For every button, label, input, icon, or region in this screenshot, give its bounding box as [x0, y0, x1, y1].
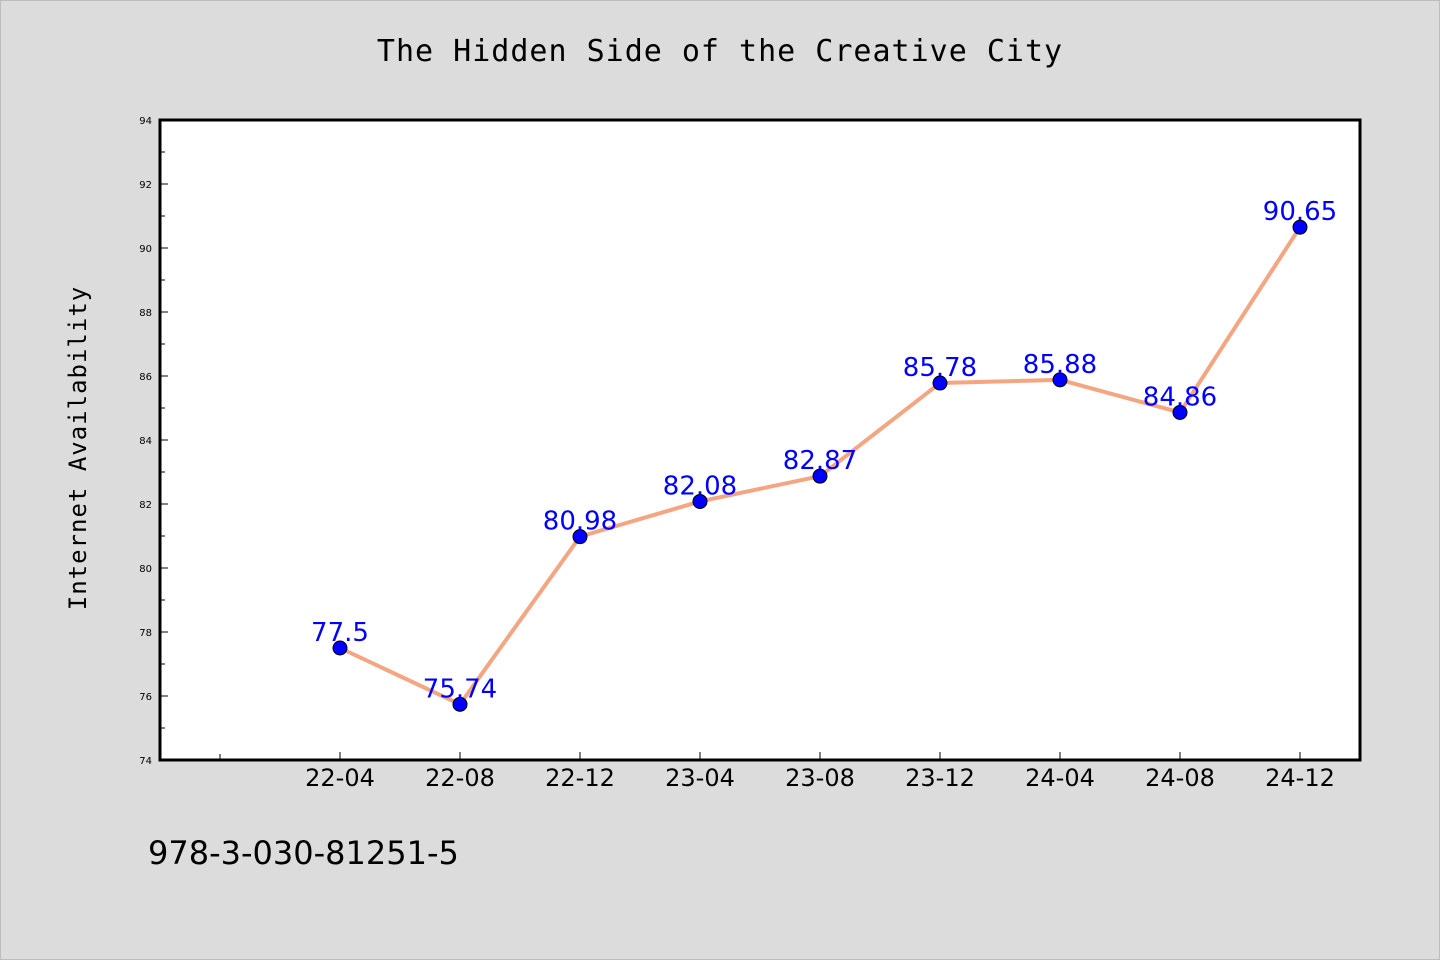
- y-tick-label: 78: [139, 628, 152, 639]
- data-label: 82.08: [663, 471, 737, 501]
- y-tick-label: 90: [139, 244, 152, 255]
- y-tick-label: 76: [139, 692, 152, 703]
- y-tick-label: 84: [139, 436, 152, 447]
- data-label: 77.5: [311, 618, 369, 648]
- x-tick-label: 22-08: [425, 764, 495, 792]
- x-tick-label: 23-12: [905, 764, 975, 792]
- data-point: [812, 468, 828, 484]
- x-tick-label: 23-08: [785, 764, 855, 792]
- x-tick-label: 22-12: [545, 764, 615, 792]
- plot-area: [158, 118, 1362, 762]
- data-label: 85.88: [1023, 350, 1097, 380]
- x-tick-label: 22-04: [305, 764, 375, 792]
- x-tick-label: 24-12: [1265, 764, 1335, 792]
- data-label: 80.98: [543, 507, 617, 537]
- x-axis: 22-04 22-08 22-12 23-04 23-08 23-12 24-04 24-08…: [219, 752, 1335, 792]
- y-tick-label: 74: [139, 756, 152, 767]
- chart-title: The Hidden Side of the Creative City: [376, 34, 1064, 69]
- data-label: 90.65: [1263, 197, 1337, 227]
- data-point: [572, 529, 588, 545]
- data-label: 75.74: [423, 674, 497, 704]
- data-point: [452, 696, 468, 712]
- x-tick-label: 24-04: [1025, 764, 1095, 792]
- data-label: 82.87: [783, 446, 857, 476]
- y-axis: 74 76 78 80 82 84 86 88 90 92 94: [139, 116, 168, 767]
- y-tick-label: 88: [139, 308, 152, 319]
- data-point: [932, 375, 948, 391]
- isbn-footer: 978-3-030-81251-5: [148, 834, 459, 872]
- y-tick-label: 94: [139, 116, 152, 127]
- data-point: [1052, 372, 1068, 388]
- x-tick-label: 23-04: [665, 764, 735, 792]
- series-layer: 77.5 75.74 80.98 82.08 82.87 85.78 85.88 84.86 9…: [311, 197, 1337, 712]
- data-point: [1172, 404, 1188, 420]
- data-point: [332, 640, 348, 656]
- data-label: 84.86: [1143, 382, 1217, 412]
- y-tick-label: 92: [139, 180, 152, 191]
- data-label: 85.78: [903, 353, 977, 383]
- y-tick-label: 80: [139, 564, 152, 575]
- data-point: [692, 493, 708, 509]
- y-tick-label: 86: [139, 372, 152, 383]
- data-point: [1292, 219, 1308, 235]
- x-tick-label: 24-08: [1145, 764, 1215, 792]
- y-tick-label: 82: [139, 500, 152, 511]
- y-axis-label: Internet Availability: [64, 286, 92, 610]
